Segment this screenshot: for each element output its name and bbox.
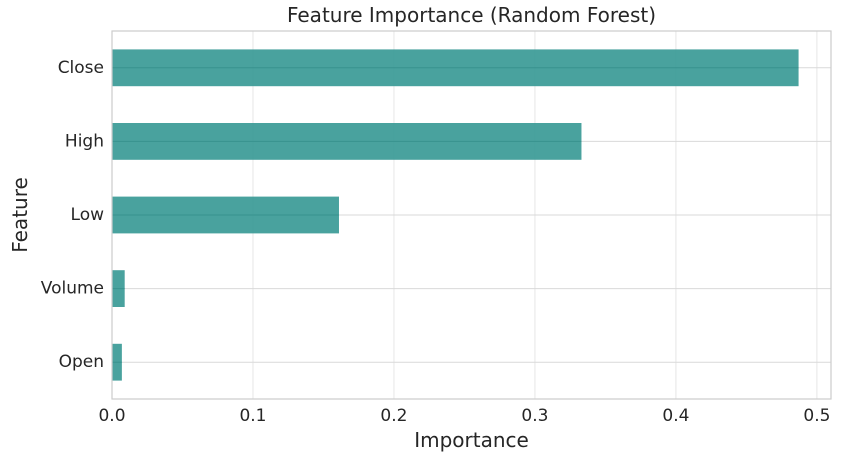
x-axis-title: Importance bbox=[414, 428, 529, 452]
x-tick-label-2: 0.2 bbox=[380, 406, 407, 426]
y-tick-labels: Close High Low Volume Open bbox=[41, 58, 104, 372]
x-tick-label-4: 0.4 bbox=[662, 406, 689, 426]
x-tick-label-5: 0.5 bbox=[803, 406, 830, 426]
x-tick-label-1: 0.1 bbox=[239, 406, 266, 426]
y-tick-label-low: Low bbox=[71, 205, 105, 225]
x-tick-labels: 0.0 0.1 0.2 0.3 0.4 0.5 bbox=[98, 406, 830, 426]
y-tick-label-high: High bbox=[65, 131, 104, 151]
plot-frame bbox=[111, 30, 832, 400]
y-tick-label-open: Open bbox=[59, 352, 104, 372]
x-tick-label-0: 0.0 bbox=[98, 406, 125, 426]
y-axis-title: Feature bbox=[8, 177, 32, 253]
bar-layer bbox=[112, 49, 799, 381]
chart-title: Feature Importance (Random Forest) bbox=[287, 3, 656, 27]
y-tick-label-volume: Volume bbox=[41, 279, 104, 299]
x-tick-label-3: 0.3 bbox=[521, 406, 548, 426]
y-tick-label-close: Close bbox=[58, 58, 104, 78]
